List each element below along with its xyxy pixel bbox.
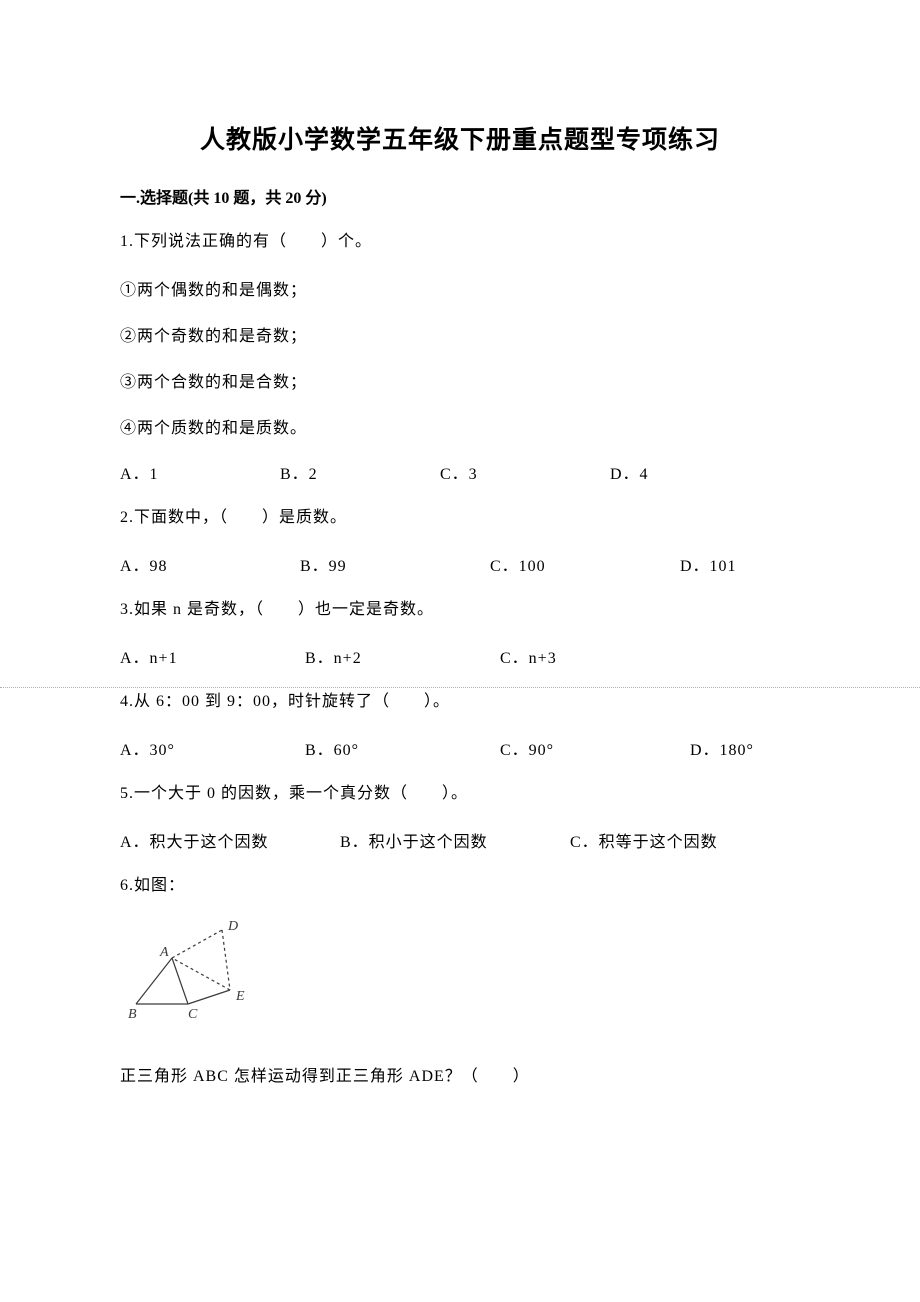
q1-sub1: ①两个偶数的和是偶数；	[120, 276, 800, 300]
q1-opt-b: B．2	[280, 460, 440, 484]
svg-text:A: A	[159, 945, 169, 960]
q3-opt-c: C．n+3	[500, 644, 650, 668]
q2-opt-a: A．98	[120, 552, 300, 576]
q5-opt-a: A．积大于这个因数	[120, 828, 340, 852]
q3-stem: 3.如果 n 是奇数，（ ）也一定是奇数。	[120, 598, 800, 622]
svg-text:B: B	[128, 1007, 137, 1020]
q1-opt-d: D．4	[610, 460, 710, 484]
q1-opt-a: A．1	[120, 460, 280, 484]
q2-opt-d: D．101	[680, 552, 780, 576]
q5-opt-c: C．积等于这个因数	[570, 828, 770, 852]
q1-stem: 1.下列说法正确的有（ ）个。	[120, 230, 800, 254]
q4-opt-a: A．30°	[120, 736, 305, 760]
q3-opt-a: A．n+1	[120, 644, 305, 668]
q3-opt-b: B．n+2	[305, 644, 500, 668]
q4-options: A．30° B．60° C．90° D．180°	[120, 736, 800, 760]
q2-stem: 2.下面数中，（ ）是质数。	[120, 506, 800, 530]
svg-text:E: E	[235, 989, 245, 1004]
page-title: 人教版小学数学五年级下册重点题型专项练习	[120, 120, 800, 156]
q3-options: A．n+1 B．n+2 C．n+3	[120, 644, 800, 668]
q5-opt-b: B．积小于这个因数	[340, 828, 570, 852]
q4-stem: 4.从 6：00 到 9：00，时针旋转了（ ）。	[120, 690, 800, 714]
q6-stem: 6.如图：	[120, 874, 800, 898]
q6-figure: A B C D E	[120, 920, 800, 1025]
q4-opt-b: B．60°	[305, 736, 500, 760]
q2-opt-b: B．99	[300, 552, 490, 576]
q1-opt-c: C．3	[440, 460, 610, 484]
q4-opt-c: C．90°	[500, 736, 690, 760]
q1-sub3: ③两个合数的和是合数；	[120, 368, 800, 392]
q1-sub2: ②两个奇数的和是奇数；	[120, 322, 800, 346]
q5-options: A．积大于这个因数 B．积小于这个因数 C．积等于这个因数	[120, 828, 800, 852]
svg-text:C: C	[188, 1007, 198, 1020]
q4-opt-d: D．180°	[690, 736, 790, 760]
q1-options: A．1 B．2 C．3 D．4	[120, 460, 800, 484]
section-header: 一.选择题(共 10 题，共 20 分)	[120, 184, 800, 208]
svg-text:D: D	[227, 920, 238, 934]
page-fold-rule	[0, 687, 920, 688]
q5-stem: 5.一个大于 0 的因数，乘一个真分数（ ）。	[120, 782, 800, 806]
q2-opt-c: C．100	[490, 552, 680, 576]
q6-tail: 正三角形 ABC 怎样运动得到正三角形 ADE？（ ）	[120, 1065, 800, 1089]
q1-sub4: ④两个质数的和是质数。	[120, 414, 800, 438]
q2-options: A．98 B．99 C．100 D．101	[120, 552, 800, 576]
triangle-diagram-icon: A B C D E	[120, 920, 260, 1020]
